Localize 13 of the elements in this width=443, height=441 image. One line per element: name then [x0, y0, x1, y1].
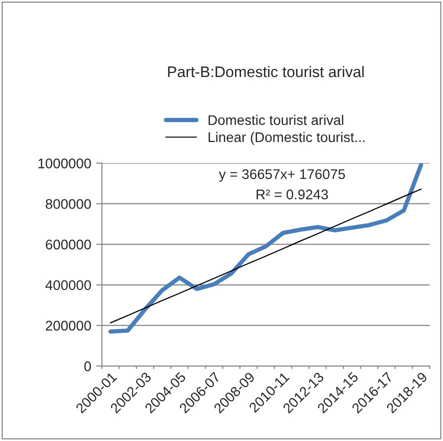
- y-tick-label: 600000: [46, 240, 91, 250]
- y-tick-label: 0: [84, 361, 91, 372]
- y-tick-label: 400000: [45, 280, 91, 290]
- legend-label: Domestic tourist arival: [208, 114, 344, 126]
- line-series: [110, 188, 422, 324]
- y-tick-label: 1000000: [38, 158, 91, 168]
- line-series: [108, 163, 424, 334]
- chart-title: Part-B:Domestic tourist arival: [168, 66, 364, 78]
- annotation: y = 36657x+ 176075: [218, 169, 345, 182]
- y-tick-label: 800000: [46, 199, 91, 209]
- y-tick-label: 200000: [46, 320, 91, 331]
- annotation: R² = 0.9243: [256, 190, 328, 200]
- legend-label: Linear (Domestic tourist...: [208, 132, 364, 145]
